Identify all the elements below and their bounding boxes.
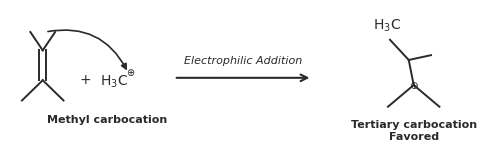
Text: $\mathregular{H_3C}$: $\mathregular{H_3C}$ — [373, 18, 402, 34]
Text: Favored: Favored — [389, 132, 439, 142]
Text: $\mathregular{H_3C}$: $\mathregular{H_3C}$ — [100, 73, 128, 90]
Text: Tertiary carbocation: Tertiary carbocation — [351, 120, 477, 130]
Text: $\oplus$: $\oplus$ — [409, 80, 419, 91]
Text: Electrophilic Addition: Electrophilic Addition — [184, 56, 302, 66]
Text: +: + — [80, 73, 92, 87]
Text: $\oplus$: $\oplus$ — [125, 67, 135, 78]
FancyArrowPatch shape — [48, 30, 126, 69]
Text: Methyl carbocation: Methyl carbocation — [47, 115, 167, 125]
